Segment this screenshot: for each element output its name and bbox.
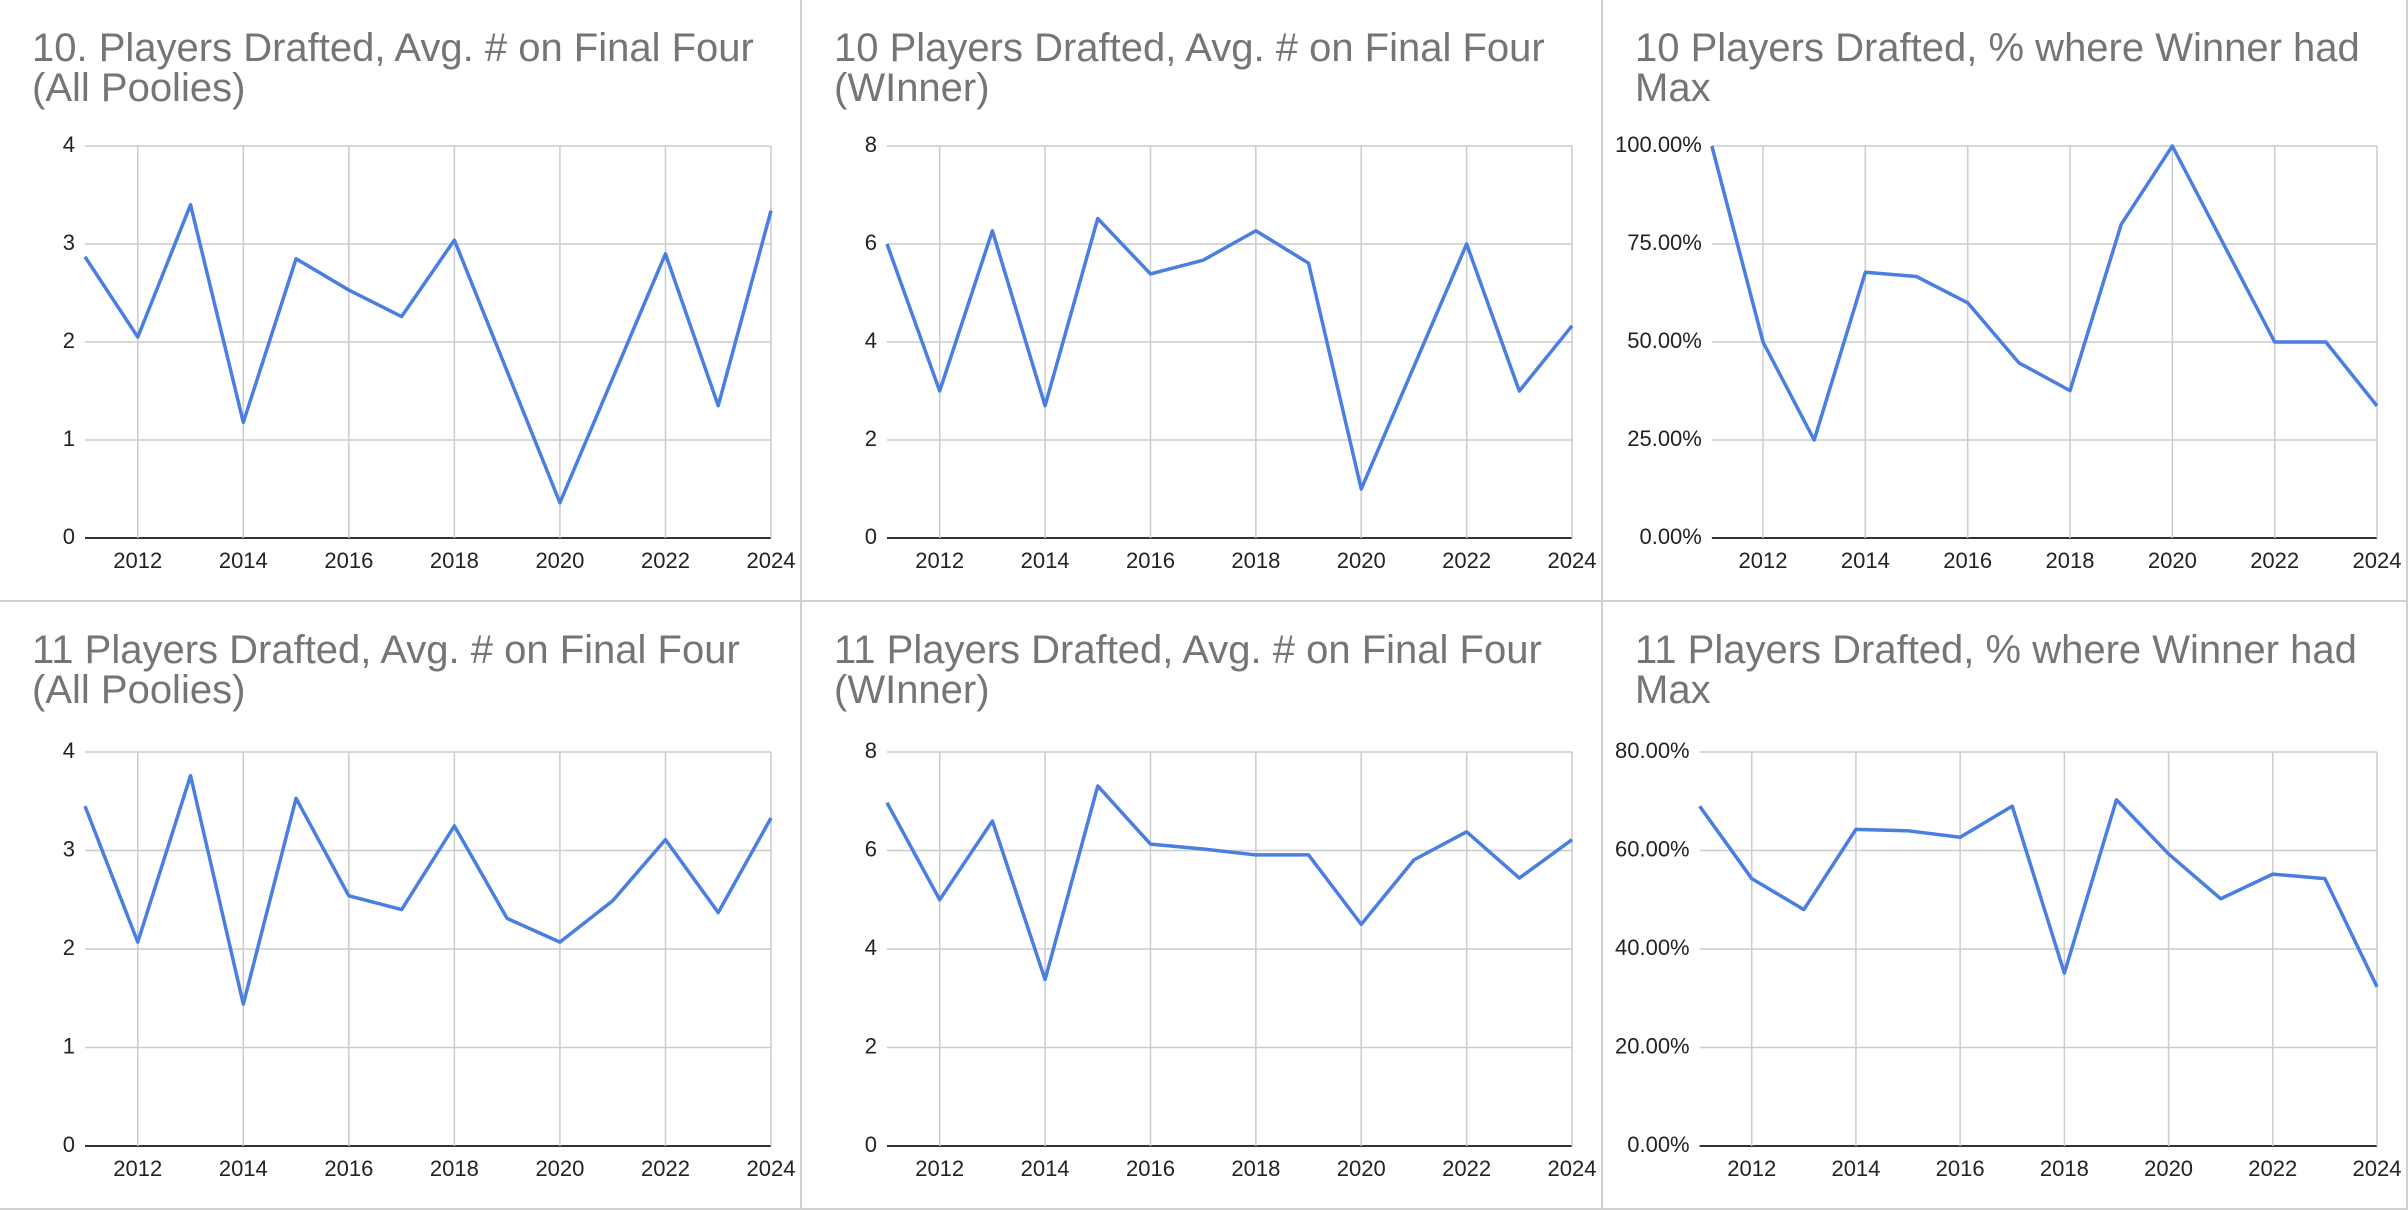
x-tick-label: 2016 — [1126, 1156, 1175, 1181]
chart-panel: 10. Players Drafted, Avg. # on Final Fou… — [0, 0, 802, 602]
series-line — [885, 784, 1574, 982]
chart-title: 10 Players Drafted, % where Winner had M… — [1635, 26, 2360, 110]
x-tick-label: 2012 — [915, 548, 964, 573]
y-tick-label: 6 — [865, 230, 877, 255]
y-tick-label: 0.00% — [1627, 1132, 1689, 1157]
x-tick-label: 2018 — [430, 1156, 479, 1181]
x-tick-label: 2024 — [2353, 548, 2402, 573]
x-tick-label: 2016 — [1943, 548, 1992, 573]
chart-title: 10 Players Drafted, Avg. # on Final Four… — [834, 26, 1545, 110]
x-tick-label: 2020 — [2148, 548, 2197, 573]
y-tick-label: 4 — [63, 132, 75, 157]
y-tick-label: 3 — [63, 230, 75, 255]
y-tick-label: 3 — [63, 836, 75, 861]
x-tick-label: 2014 — [1831, 1156, 1880, 1181]
chart-title: 10. Players Drafted, Avg. # on Final Fou… — [32, 26, 754, 110]
x-tick-label: 2018 — [2040, 1156, 2089, 1181]
x-tick-label: 2024 — [1548, 1156, 1597, 1181]
x-tick-label: 2022 — [641, 548, 690, 573]
x-tick-label: 2012 — [1727, 1156, 1776, 1181]
y-tick-label: 100.00% — [1615, 132, 1702, 157]
x-tick-label: 2024 — [747, 1156, 796, 1181]
x-tick-label: 2020 — [535, 548, 584, 573]
x-tick-label: 2022 — [1442, 1156, 1491, 1181]
x-tick-label: 2012 — [113, 1156, 162, 1181]
y-tick-label: 25.00% — [1627, 426, 1702, 451]
series-line — [83, 203, 773, 505]
y-tick-label: 60.00% — [1615, 836, 1690, 861]
x-tick-label: 2016 — [324, 548, 373, 573]
y-tick-label: 50.00% — [1627, 328, 1702, 353]
y-tick-label: 1 — [63, 426, 75, 451]
y-tick-label: 80.00% — [1615, 738, 1690, 763]
x-tick-label: 2018 — [2046, 548, 2095, 573]
y-tick-label: 2 — [865, 426, 877, 451]
y-tick-label: 40.00% — [1615, 935, 1690, 960]
x-tick-label: 2020 — [2144, 1156, 2193, 1181]
chart: 0.00% 20.00% 40.00% 60.00% 80.00% 2012 2014 201… — [1615, 738, 2402, 1181]
chart: 0 1 2 3 4 2012 2014 2016 2018 2020 2022 2024 — [63, 738, 796, 1181]
y-tick-label: 4 — [63, 738, 75, 763]
chart-panel: 10 Players Drafted, Avg. # on Final Four… — [802, 0, 1603, 602]
y-tick-label: 2 — [63, 935, 75, 960]
y-tick-label: 0.00% — [1639, 524, 1701, 549]
series-line — [83, 773, 773, 1006]
series-line — [1698, 798, 2379, 988]
x-tick-label: 2024 — [2353, 1156, 2402, 1181]
chart: 0 2 4 6 8 2012 2014 2016 2018 2020 2022 2024 — [865, 738, 1597, 1181]
x-tick-label: 2020 — [535, 1156, 584, 1181]
y-tick-label: 0 — [63, 524, 75, 549]
x-tick-label: 2016 — [1126, 548, 1175, 573]
series-line — [1710, 144, 2379, 442]
y-tick-label: 4 — [865, 328, 877, 353]
x-tick-label: 2022 — [1442, 548, 1491, 573]
y-tick-label: 20.00% — [1615, 1033, 1690, 1058]
series-line — [885, 216, 1574, 491]
x-tick-label: 2014 — [1841, 548, 1890, 573]
x-tick-label: 2014 — [1021, 1156, 1070, 1181]
x-tick-label: 2018 — [1231, 1156, 1280, 1181]
chart-title: 11 Players Drafted, % where Winner had M… — [1635, 628, 2357, 712]
x-tick-label: 2020 — [1337, 548, 1386, 573]
y-tick-label: 2 — [865, 1033, 877, 1058]
y-tick-label: 0 — [865, 524, 877, 549]
y-tick-label: 6 — [865, 836, 877, 861]
chart-panel: 11 Players Drafted, Avg. # on Final Four… — [802, 602, 1603, 1210]
chart-panel: 11 Players Drafted, % where Winner had M… — [1603, 602, 2408, 1210]
x-tick-label: 2024 — [1548, 548, 1597, 573]
chart-title: 11 Players Drafted, Avg. # on Final Four… — [834, 628, 1542, 712]
y-tick-label: 1 — [63, 1033, 75, 1058]
x-tick-label: 2016 — [1936, 1156, 1985, 1181]
x-tick-label: 2018 — [430, 548, 479, 573]
x-tick-label: 2014 — [219, 1156, 268, 1181]
chart: 0.00% 25.00% 50.00% 75.00% 100.00% 2012 2014 20… — [1615, 132, 2402, 573]
x-tick-label: 2024 — [747, 548, 796, 573]
y-tick-label: 2 — [63, 328, 75, 353]
chart-title: 11 Players Drafted, Avg. # on Final Four… — [32, 628, 740, 712]
x-tick-label: 2022 — [641, 1156, 690, 1181]
y-tick-label: 8 — [865, 738, 877, 763]
chart: 0 1 2 3 4 2012 2014 2016 2018 2020 2022 2024 — [63, 132, 796, 573]
x-tick-label: 2022 — [2250, 548, 2299, 573]
x-tick-label: 2014 — [219, 548, 268, 573]
x-tick-label: 2022 — [2248, 1156, 2297, 1181]
x-tick-label: 2014 — [1021, 548, 1070, 573]
y-tick-label: 4 — [865, 935, 877, 960]
x-tick-label: 2016 — [324, 1156, 373, 1181]
x-tick-label: 2012 — [113, 548, 162, 573]
chart: 0 2 4 6 8 2012 2014 2016 2018 2020 2022 2024 — [865, 132, 1597, 573]
x-tick-label: 2012 — [1739, 548, 1788, 573]
chart-panel: 11 Players Drafted, Avg. # on Final Four… — [0, 602, 802, 1210]
x-tick-label: 2018 — [1231, 548, 1280, 573]
x-tick-label: 2012 — [915, 1156, 964, 1181]
x-tick-label: 2020 — [1337, 1156, 1386, 1181]
y-tick-label: 0 — [63, 1132, 75, 1157]
y-tick-label: 75.00% — [1627, 230, 1702, 255]
chart-panel: 10 Players Drafted, % where Winner had M… — [1603, 0, 2408, 602]
y-tick-label: 0 — [865, 1132, 877, 1157]
y-tick-label: 8 — [865, 132, 877, 157]
